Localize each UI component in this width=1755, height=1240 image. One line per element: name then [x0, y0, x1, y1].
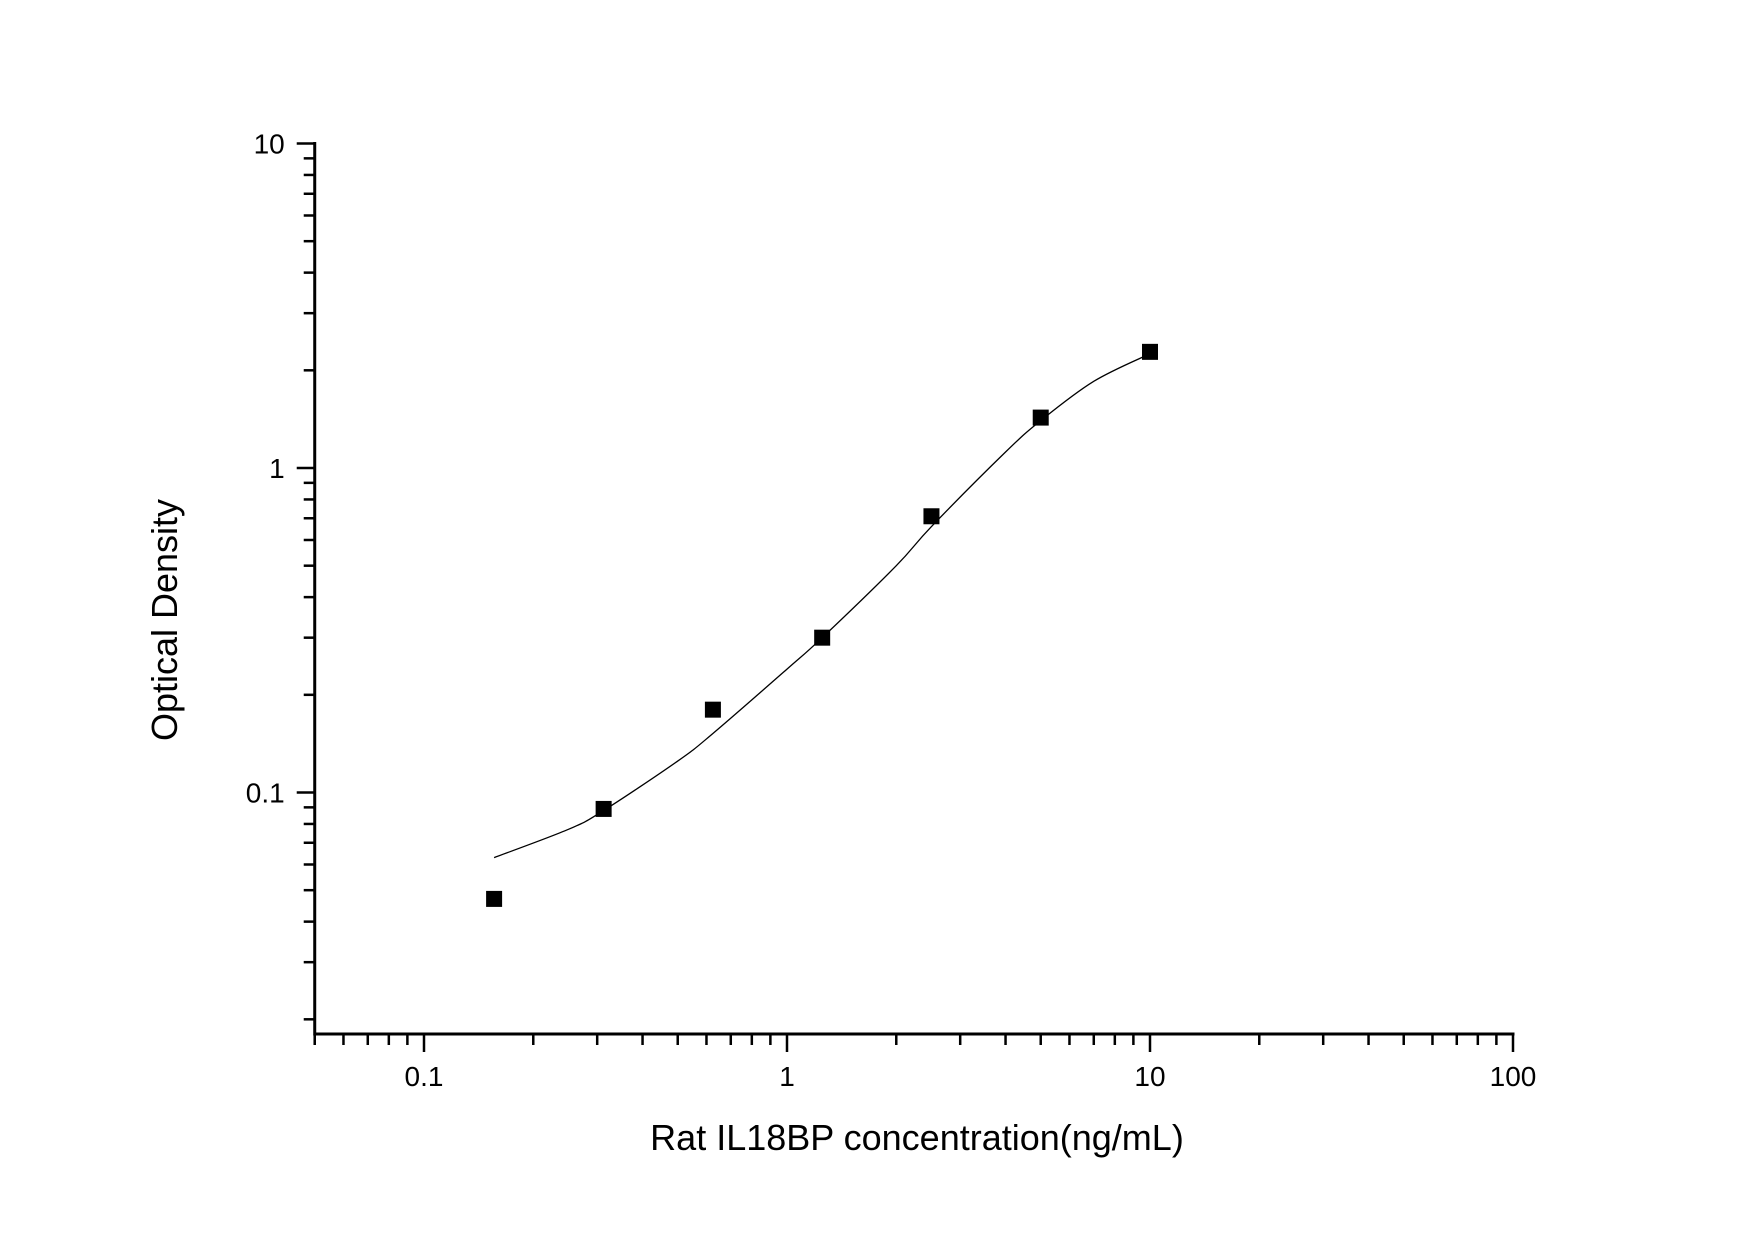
x-tick-label: 1	[779, 1061, 795, 1092]
x-tick-label: 100	[1490, 1061, 1537, 1092]
data-point-marker	[923, 508, 940, 525]
data-point-marker	[1032, 409, 1049, 426]
y-axis-title: Optical Density	[144, 499, 185, 741]
y-axis-ticks: 0.1 1 10	[246, 129, 315, 1021]
data-point-marker	[486, 890, 503, 907]
data-point-marker	[1142, 343, 1158, 360]
data-point-marker	[595, 800, 612, 817]
x-tick-label: 10	[1134, 1061, 1165, 1092]
fitted-curve-line	[493, 353, 1151, 859]
data-points	[486, 343, 1158, 907]
y-tick-label: 0.1	[246, 778, 285, 809]
data-point-marker	[814, 629, 831, 646]
data-point-marker	[704, 701, 721, 718]
x-axis-ticks: 0.1 1 10 100	[313, 1034, 1537, 1092]
axes	[313, 142, 1515, 1036]
x-axis-title: Rat IL18BP concentration(ng/mL)	[650, 1117, 1184, 1158]
y-tick-label: 10	[254, 129, 285, 160]
x-tick-label: 0.1	[405, 1061, 444, 1092]
y-tick-label: 1	[269, 453, 285, 484]
